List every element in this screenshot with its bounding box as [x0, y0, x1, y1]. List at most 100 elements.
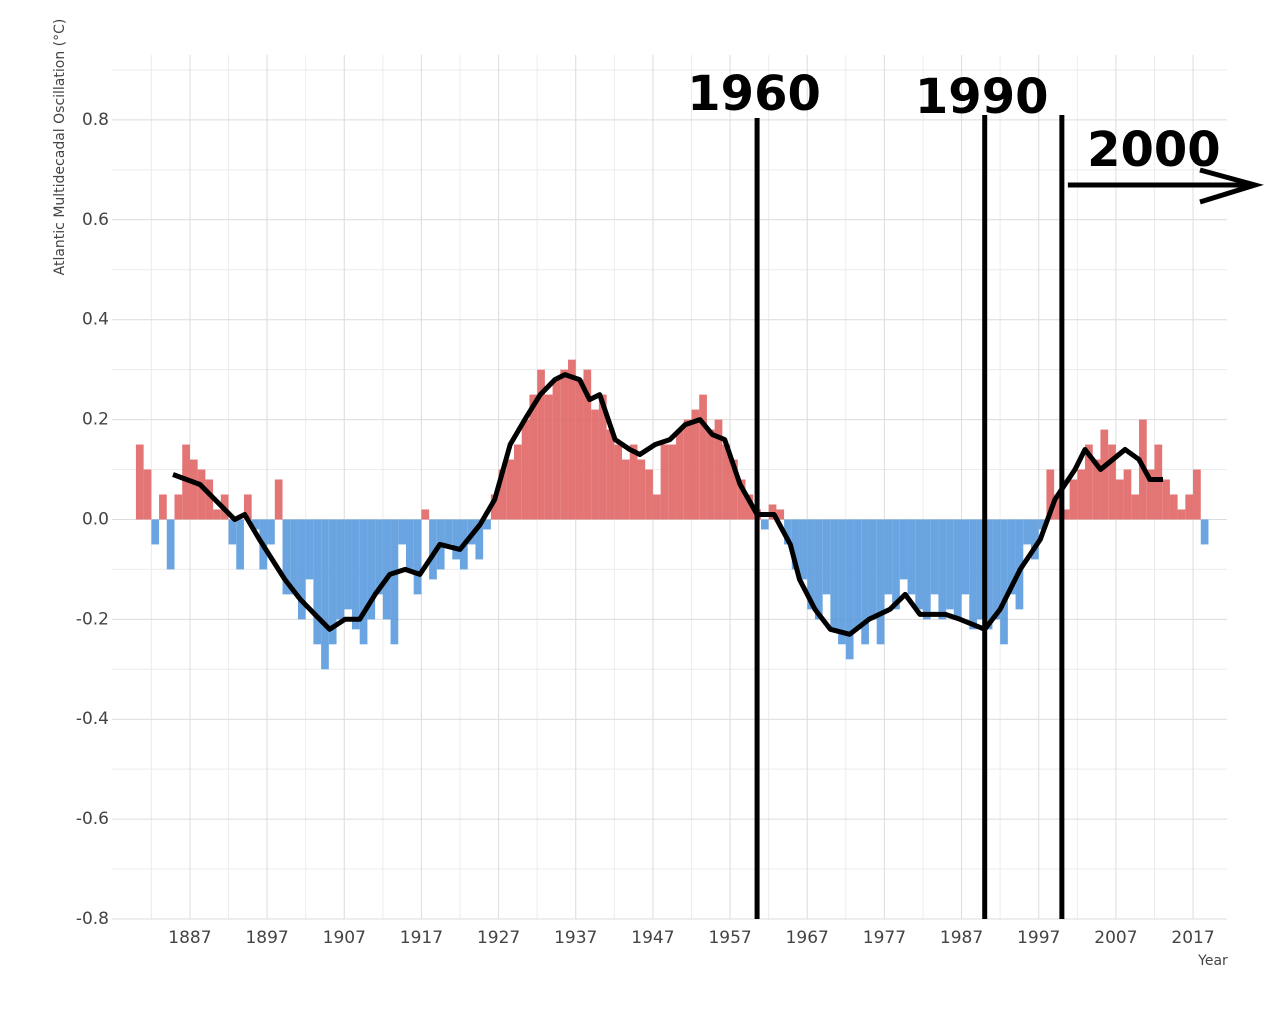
annotation-label: 1990 — [915, 69, 1049, 125]
bar — [490, 494, 499, 520]
bar — [290, 519, 298, 595]
bar — [637, 459, 646, 520]
bar — [776, 509, 785, 520]
bar — [838, 519, 846, 645]
x-tick-label: 1887 — [168, 928, 211, 948]
bar — [683, 419, 692, 520]
bar — [884, 519, 893, 595]
bar — [282, 519, 291, 595]
x-tick-label: 1997 — [1017, 928, 1060, 948]
bar — [213, 509, 221, 520]
bar — [274, 479, 283, 520]
bar — [830, 519, 839, 630]
bar — [1131, 494, 1140, 520]
bar — [799, 519, 808, 580]
y-tick-label: 0.8 — [82, 110, 109, 130]
bar — [614, 444, 623, 520]
bar — [359, 519, 368, 645]
bar — [421, 509, 430, 520]
bar — [475, 519, 484, 560]
bar — [606, 429, 615, 520]
bar — [321, 519, 329, 670]
bar — [297, 519, 306, 620]
bar — [1031, 519, 1039, 560]
y-tick-label: 0.6 — [82, 210, 109, 230]
y-tick-label: -0.6 — [76, 809, 109, 829]
annotation-label: 2000 — [1087, 122, 1221, 178]
bar — [1115, 479, 1124, 520]
bar — [699, 394, 707, 520]
bar — [1123, 469, 1132, 520]
bar — [405, 519, 414, 570]
bar — [969, 519, 977, 630]
x-tick-label: 1917 — [400, 928, 443, 948]
bar — [591, 409, 599, 520]
bar — [668, 444, 677, 520]
bar — [205, 479, 214, 520]
bar — [1100, 429, 1109, 520]
bar — [1046, 469, 1055, 520]
bar — [544, 394, 553, 520]
bar — [1077, 469, 1086, 520]
bar — [730, 459, 738, 520]
bar — [390, 519, 399, 645]
x-tick-label: 1927 — [477, 928, 520, 948]
bar — [1023, 519, 1032, 545]
bar — [745, 494, 754, 520]
x-axis-title: Year — [1197, 953, 1228, 969]
x-tick-label: 1987 — [940, 928, 983, 948]
bar — [907, 519, 916, 595]
bar — [1085, 444, 1093, 520]
bar — [660, 444, 669, 520]
bar — [922, 519, 931, 620]
bar — [722, 444, 731, 520]
bar — [429, 519, 437, 580]
bar — [737, 479, 746, 520]
bar — [706, 429, 715, 520]
bar — [243, 494, 252, 520]
bar — [1193, 469, 1201, 520]
x-tick-label: 1897 — [245, 928, 288, 948]
bar — [529, 394, 538, 520]
bar — [159, 494, 167, 520]
bar — [452, 519, 461, 560]
bar — [1015, 519, 1024, 610]
bar — [899, 519, 908, 580]
bar — [984, 519, 993, 630]
bar — [135, 444, 144, 520]
bar — [807, 519, 815, 610]
bar — [537, 369, 545, 520]
bar — [166, 519, 175, 570]
bar — [714, 419, 723, 520]
x-tick-label: 1907 — [323, 928, 366, 948]
bar — [1108, 444, 1116, 520]
bar — [629, 444, 638, 520]
bar — [1038, 519, 1047, 530]
x-tick-label: 1937 — [554, 928, 597, 948]
bar — [1054, 494, 1062, 520]
bar — [382, 519, 391, 620]
bar — [575, 379, 584, 520]
x-tick-label: 1967 — [786, 928, 829, 948]
bar — [236, 519, 244, 570]
bar — [336, 519, 345, 620]
bar — [876, 519, 885, 645]
bar — [413, 519, 422, 595]
bar — [251, 519, 260, 530]
bar — [267, 519, 275, 545]
bar — [189, 459, 198, 520]
x-tick-label: 2017 — [1171, 928, 1214, 948]
bar — [1177, 509, 1186, 520]
x-tick-label: 2007 — [1094, 928, 1137, 948]
bar — [861, 519, 869, 645]
bar — [568, 359, 576, 520]
bar — [1185, 494, 1194, 520]
bar — [845, 519, 854, 660]
bar — [1069, 479, 1078, 520]
bar — [784, 519, 792, 545]
bar — [583, 369, 592, 520]
bar — [822, 519, 831, 595]
bar — [976, 519, 985, 620]
y-tick-label: 0.4 — [82, 310, 109, 330]
